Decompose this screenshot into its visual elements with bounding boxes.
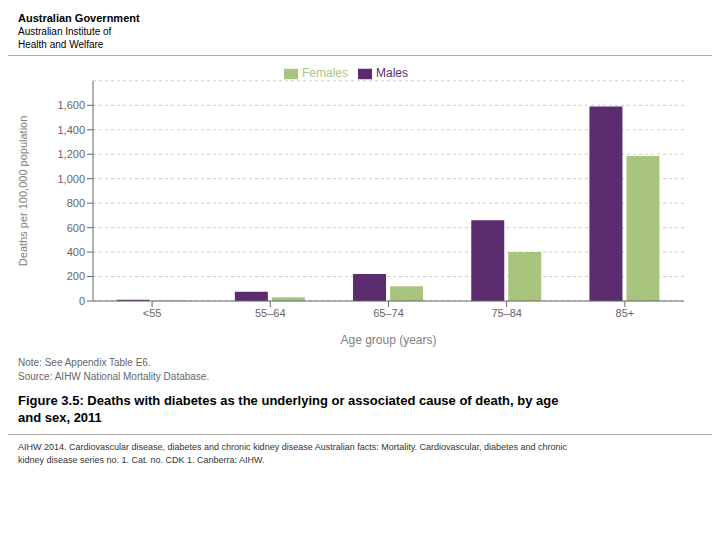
svg-text:55–64: 55–64 <box>255 307 286 319</box>
html-text:Figure 3.5: Deaths with diabet: Figure 3.5: Deaths with diabetes as the … <box>18 393 559 425</box>
html-text:Note: See Appendix Table E6.: Note: See Appendix Table E6. <box>18 357 151 368</box>
svg-text:1,600: 1,600 <box>57 99 85 111</box>
svg-text:600: 600 <box>67 222 85 234</box>
svg-text:Deaths per 100,000 population: Deaths per 100,000 population <box>17 116 29 266</box>
svg-text:1,000: 1,000 <box>57 173 85 185</box>
html-text:Australian Institute of: Australian Institute of <box>18 26 112 37</box>
svg-text:0: 0 <box>79 295 85 307</box>
svg-text:200: 200 <box>67 270 85 282</box>
html-text:Females: Females <box>302 66 348 80</box>
svg-text:1,400: 1,400 <box>57 124 85 136</box>
html-text:AIHW 2014. Cardiovascular dise: AIHW 2014. Cardiovascular disease, diabe… <box>18 442 568 465</box>
html-text:Males: Males <box>376 66 408 80</box>
svg-text:800: 800 <box>67 197 85 209</box>
svg-text:Age group (years): Age group (years) <box>340 333 436 347</box>
svg-text:400: 400 <box>67 246 85 258</box>
html-text:Australian Government: Australian Government <box>18 12 140 24</box>
svg-text:75–84: 75–84 <box>491 307 522 319</box>
svg-text:<55: <55 <box>143 307 162 319</box>
svg-text:85+: 85+ <box>616 307 635 319</box>
html-text:Source: AIHW National Mortalit: Source: AIHW National Mortality Database… <box>18 371 210 382</box>
svg-text:1,200: 1,200 <box>57 148 85 160</box>
svg-text:65–74: 65–74 <box>373 307 404 319</box>
html-text:Health and Welfare: Health and Welfare <box>18 39 104 50</box>
